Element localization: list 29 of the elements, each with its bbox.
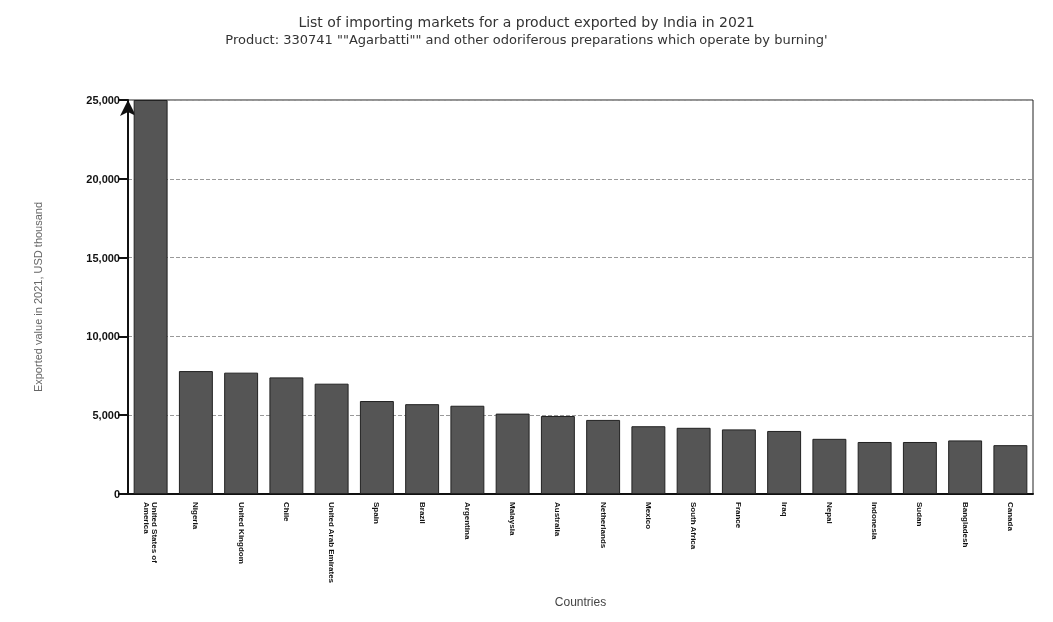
x-tick-label: United Arab Emirates [327, 502, 337, 584]
x-tick-label: Australia [553, 502, 563, 537]
x-tick-label: Indonesia [870, 502, 880, 540]
x-tick-label: Brazil [417, 502, 427, 524]
x-tick-label: Canada [1005, 502, 1015, 532]
y-tick-label: 10,000 [86, 330, 120, 343]
x-tick-label: Malaysia [508, 502, 518, 536]
y-tick-label: 25,000 [86, 94, 120, 106]
y-axis-title: Exported value in 2021, USD thousand [31, 201, 44, 393]
x-tick-label: France [734, 502, 744, 529]
x-tick-label: Sudan [915, 502, 925, 527]
x-tick-label: Nigeria [191, 502, 201, 530]
x-axis-title: Countries [554, 595, 607, 609]
chart-title: List of importing markets for a product exported by India in 2021 [298, 14, 755, 30]
x-tick-label: Spain [372, 502, 382, 524]
y-tick-label: 15,000 [86, 251, 120, 264]
x-tick-label: Mexico [643, 502, 653, 530]
x-tick-label: United States of America [142, 502, 160, 566]
chart-subtitle: Product: 330741 ""Agarbatti"" and other odoriferous preparations which operate by burning' [225, 32, 828, 47]
x-tick-label: South Africa [689, 502, 699, 550]
x-tick-label: Nepal [824, 502, 834, 524]
x-tick-label: Chile [281, 502, 291, 523]
x-tick-label: United Kingdom [236, 502, 246, 564]
x-tick-label: Bangladesh [960, 502, 970, 548]
x-tick-label: Netherlands [598, 502, 608, 549]
x-tick-label: Argentina [462, 502, 472, 540]
y-tick-label: 20,000 [86, 172, 120, 185]
y-tick-label: 5,000 [92, 409, 120, 422]
x-tick-label: Iraq [779, 502, 789, 517]
